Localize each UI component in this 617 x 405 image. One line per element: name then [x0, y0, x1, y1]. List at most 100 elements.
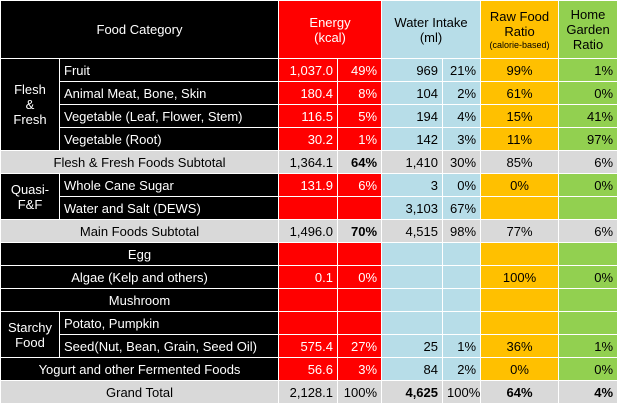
- row-label: Fruit: [59, 58, 279, 82]
- energy-value: 30.2: [278, 127, 338, 151]
- energy-value: [278, 288, 338, 312]
- energy-value: 56.6: [278, 357, 338, 381]
- table-row: Seed(Nut, Bean, Grain, Seed Oil) 575.4 2…: [1, 334, 617, 358]
- table-row: Yogurt and other Fermented Foods 56.6 3%…: [0, 357, 617, 381]
- energy-pct: [336, 196, 383, 220]
- water-value: 1,410: [381, 150, 444, 174]
- table-row: Algae (Kelp and others) 0.1 0% 100% 0%: [0, 265, 617, 289]
- table-row: Animal Meat, Bone, Skin 180.4 8% 104 2% …: [1, 81, 617, 105]
- water-pct: 67%: [442, 196, 482, 220]
- row-label: Animal Meat, Bone, Skin: [59, 81, 279, 105]
- water-pct: [442, 265, 482, 289]
- row-label: Grand Total: [0, 380, 279, 404]
- group-flesh-line3: Fresh: [13, 112, 47, 127]
- garden-ratio: 1%: [558, 334, 617, 358]
- energy-pct: 6%: [336, 173, 383, 197]
- header-energy: Energy (kcal): [277, 0, 383, 59]
- header-raw-food-note: (calorie-based): [489, 39, 550, 50]
- header-row: Food Category Energy (kcal) Water Intake…: [0, 0, 617, 59]
- energy-value: 116.5: [278, 104, 338, 128]
- garden-ratio: 0%: [558, 173, 617, 197]
- raw-food-ratio: [480, 242, 560, 266]
- energy-value: 1,037.0: [278, 58, 338, 82]
- energy-pct: 64%: [336, 150, 383, 174]
- garden-ratio: 6%: [558, 150, 617, 174]
- garden-ratio: 97%: [558, 127, 617, 151]
- subtotal-row: Flesh & Fresh Foods Subtotal 1,364.1 64%…: [0, 150, 617, 174]
- water-value: 4,625: [381, 380, 444, 404]
- garden-ratio: 0%: [558, 265, 617, 289]
- garden-ratio: 1%: [558, 58, 617, 82]
- water-pct: 21%: [442, 58, 482, 82]
- table-row: Vegetable (Leaf, Flower, Stem) 116.5 5% …: [1, 104, 617, 128]
- water-pct: 98%: [442, 219, 482, 243]
- raw-food-ratio: 64%: [480, 380, 560, 404]
- water-pct: [442, 288, 482, 312]
- group-quasi: Quasi- F&F: [0, 173, 60, 220]
- row-label: Vegetable (Leaf, Flower, Stem): [59, 104, 279, 128]
- energy-pct: 70%: [336, 219, 383, 243]
- water-value: [381, 242, 444, 266]
- group-quasi-line2: F&F: [17, 196, 43, 212]
- raw-food-ratio: [480, 288, 560, 312]
- raw-food-ratio: 0%: [480, 173, 560, 197]
- row-label: Seed(Nut, Bean, Grain, Seed Oil): [59, 334, 279, 358]
- energy-value: 180.4: [278, 81, 338, 105]
- group-flesh-line2: &: [25, 97, 35, 112]
- header-raw-food-ratio: Ratio: [504, 23, 535, 39]
- raw-food-ratio: [480, 196, 560, 220]
- water-pct: 30%: [442, 150, 482, 174]
- energy-pct: [336, 311, 383, 335]
- water-pct: 100%: [442, 380, 482, 404]
- raw-food-ratio: 99%: [480, 58, 560, 82]
- table-row: Vegetable (Root) 30.2 1% 142 3% 11% 97%: [1, 127, 617, 151]
- raw-food-ratio: 11%: [480, 127, 560, 151]
- header-garden-ratio: Ratio: [572, 37, 604, 52]
- row-label: Algae (Kelp and others): [0, 265, 279, 289]
- group-quasi-line1: Quasi-: [10, 181, 50, 197]
- header-raw-food: Raw Food Ratio (calorie-based): [480, 0, 560, 59]
- water-value: 3: [381, 173, 444, 197]
- energy-value: 575.4: [278, 334, 338, 358]
- garden-ratio: 6%: [558, 219, 617, 243]
- energy-value: [278, 311, 338, 335]
- header-water-label: Water Intake: [394, 14, 468, 30]
- header-garden-label: Garden: [566, 22, 610, 37]
- water-pct: 2%: [442, 81, 482, 105]
- energy-pct: 3%: [336, 357, 383, 381]
- grand-total-row: Grand Total 2,128.1 100% 4,625 100% 64% …: [0, 380, 617, 404]
- water-value: 4,515: [381, 219, 444, 243]
- subtotal-row: Main Foods Subtotal 1,496.0 70% 4,515 98…: [0, 219, 617, 243]
- garden-ratio: 0%: [558, 357, 617, 381]
- energy-pct: 8%: [336, 81, 383, 105]
- raw-food-ratio: 36%: [480, 334, 560, 358]
- water-value: 104: [381, 81, 444, 105]
- header-garden: Home Garden Ratio: [558, 0, 617, 59]
- water-value: [381, 288, 444, 312]
- raw-food-ratio: [480, 311, 560, 335]
- garden-ratio: [558, 196, 617, 220]
- row-label: Whole Cane Sugar: [59, 173, 279, 197]
- energy-value: [278, 196, 338, 220]
- raw-food-ratio: 15%: [480, 104, 560, 128]
- header-raw-food-label: Raw Food: [489, 8, 550, 24]
- group-starchy-line1: Starchy: [7, 319, 53, 335]
- garden-ratio: 0%: [558, 81, 617, 105]
- water-pct: [442, 242, 482, 266]
- water-pct: 4%: [442, 104, 482, 128]
- water-value: [381, 265, 444, 289]
- raw-food-ratio: 100%: [480, 265, 560, 289]
- energy-value: 2,128.1: [278, 380, 338, 404]
- water-value: 194: [381, 104, 444, 128]
- garden-ratio: 4%: [558, 380, 617, 404]
- energy-pct: 0%: [336, 265, 383, 289]
- energy-pct: 27%: [336, 334, 383, 358]
- water-pct: [442, 311, 482, 335]
- header-food-category: Food Category: [0, 0, 279, 59]
- table-row: Egg: [0, 242, 617, 266]
- water-value: 84: [381, 357, 444, 381]
- raw-food-ratio: 61%: [480, 81, 560, 105]
- water-pct: 1%: [442, 334, 482, 358]
- table-row: Quasi- F&F Whole Cane Sugar 131.9 6% 3 0…: [0, 173, 617, 220]
